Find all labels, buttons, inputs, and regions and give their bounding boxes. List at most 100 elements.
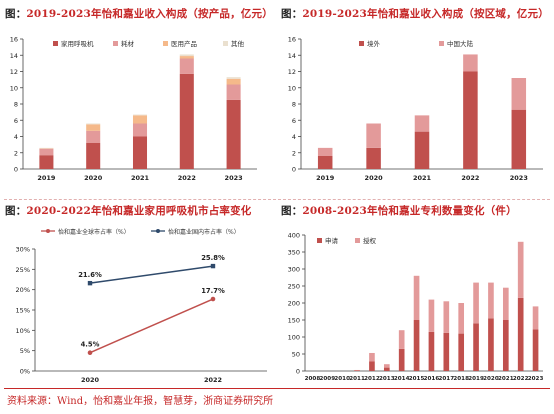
data-point (87, 350, 93, 355)
x-tick-label: 2023 (528, 376, 544, 382)
bar-segment (366, 123, 381, 148)
legend-label: 申请 (325, 236, 339, 245)
legend-label: 授权 (363, 236, 377, 245)
y-tick-label: 0 (14, 166, 18, 174)
bar-segment (179, 58, 194, 74)
y-tick-label: 12 (10, 68, 18, 76)
bar-segment (39, 155, 54, 169)
bar-segment (511, 78, 527, 110)
legend-label: 中国大陆 (447, 39, 474, 48)
x-tick-label: 2009 (320, 376, 336, 382)
chart-panel-market-share: 图：2020-2022年怡和嘉业家用呼吸机市占率变化 0% 5% 10% 15% 20%… (5, 203, 275, 386)
data-point (210, 296, 216, 302)
bar-segment (86, 124, 101, 131)
y-tick-label: 10 (288, 84, 296, 92)
y-tick-label: 0 (292, 166, 296, 174)
x-tick-label: 2023 (510, 174, 528, 182)
legend-label: 其他 (231, 39, 245, 48)
bar-segment (226, 77, 241, 79)
y-tick-label: 50 (292, 351, 300, 359)
x-tick-label: 2019 (37, 174, 56, 182)
bar-segment (414, 131, 430, 169)
data-point (87, 280, 93, 286)
bar-segment (369, 352, 375, 362)
bar-segment (532, 306, 539, 330)
y-tick-label: 400 (288, 232, 300, 240)
x-tick-label: 2022 (204, 376, 222, 384)
y-tick-label: 2 (14, 149, 18, 157)
data-point (210, 263, 216, 269)
x-tick-label: 2022 (513, 376, 529, 382)
bar-segment (517, 241, 524, 298)
bar-segment (39, 148, 54, 156)
bar-segment (463, 54, 478, 72)
chart-title-region: 图：2019-2023年怡和嘉业收入构成（按区域，亿元） (281, 8, 549, 20)
bar-segment (473, 282, 479, 324)
x-tick-label: 2021 (131, 174, 150, 182)
legend-swatch (113, 41, 118, 46)
bar-segment (443, 301, 450, 333)
legend-label: 医用产品 (171, 39, 197, 48)
y-tick-label: 250 (288, 283, 300, 291)
y-tick-label: 14 (288, 52, 296, 60)
bar-segment (132, 123, 148, 137)
y-tick-label: 2 (292, 149, 296, 157)
y-tick-label: 100 (288, 334, 300, 342)
y-tick-label: 8 (14, 101, 18, 109)
bar-segment (458, 303, 465, 334)
source-rule (4, 388, 550, 389)
bar-segment (317, 147, 333, 156)
bar-segment (413, 320, 420, 371)
y-tick-label: 4 (14, 133, 18, 141)
y-tick-label: 30% (16, 246, 30, 254)
legend-swatch (355, 238, 360, 243)
bar-segment (366, 147, 381, 169)
panel-divider (4, 199, 550, 200)
bar-segment (413, 275, 420, 320)
y-tick-label: 5% (20, 347, 30, 355)
legend-label: 境外 (367, 39, 381, 48)
bar-segment (226, 99, 241, 169)
x-tick-label: 2015 (409, 376, 425, 382)
y-tick-label: 8 (292, 101, 296, 109)
series-line (89, 298, 214, 354)
legend-swatch (359, 41, 364, 46)
bar-segment (428, 331, 435, 371)
y-tick-label: 14 (10, 52, 18, 60)
x-tick-label: 2020 (365, 174, 384, 182)
chart-title-market-share: 图：2020-2022年怡和嘉业家用呼吸机市占率变化 (5, 205, 252, 217)
stacked-bar-chart-region: 0 2 4 6 8 10 12 14 16 2019 2020 2021 2022 2023 境外 中国大陆 (288, 36, 543, 182)
x-tick-label: 2021 (413, 174, 432, 182)
stacked-bar-chart-product: 0 2 4 6 8 10 12 14 16 2019 2020 2021 2022 2023 家用呼吸机 耗材… (10, 36, 257, 182)
bar-segment (517, 297, 524, 371)
chart-panel-patents: 图：2008-2023年怡和嘉业专利数量变化（件） 0 50 100 150 200 25… (281, 203, 551, 386)
data-label: 4.5% (81, 341, 100, 349)
x-tick-label: 2017 (439, 376, 455, 382)
bar-segment (132, 136, 148, 169)
y-tick-label: 25% (16, 266, 30, 274)
y-tick-label: 10 (10, 84, 18, 92)
y-tick-label: 6 (292, 117, 296, 125)
legend-swatch (163, 41, 168, 46)
bar-segment (86, 130, 101, 143)
bar-segment (226, 78, 241, 85)
bar-segment (369, 361, 375, 371)
y-tick-label: 200 (288, 300, 300, 308)
x-tick-label: 2014 (394, 376, 410, 382)
bar-segment (226, 84, 241, 100)
x-tick-label: 2019 (468, 376, 484, 382)
x-tick-label: 2011 (349, 376, 365, 382)
legend-swatch (439, 41, 444, 46)
data-label: 21.6% (78, 271, 102, 279)
legend-marker (156, 229, 160, 233)
bar-segment (488, 282, 494, 319)
x-tick-label: 2020 (483, 376, 499, 382)
bar-segment (86, 143, 101, 169)
bar-segment (179, 54, 194, 57)
data-label: 17.7% (201, 287, 225, 295)
bar-segment (473, 323, 479, 371)
legend-label: 怡和嘉业全球市占率（%） (58, 228, 130, 236)
x-tick-label: 2020 (81, 376, 100, 384)
y-tick-label: 150 (288, 317, 300, 325)
chart-title-product: 图：2019-2023年怡和嘉业收入构成（按产品，亿元） (5, 8, 273, 20)
